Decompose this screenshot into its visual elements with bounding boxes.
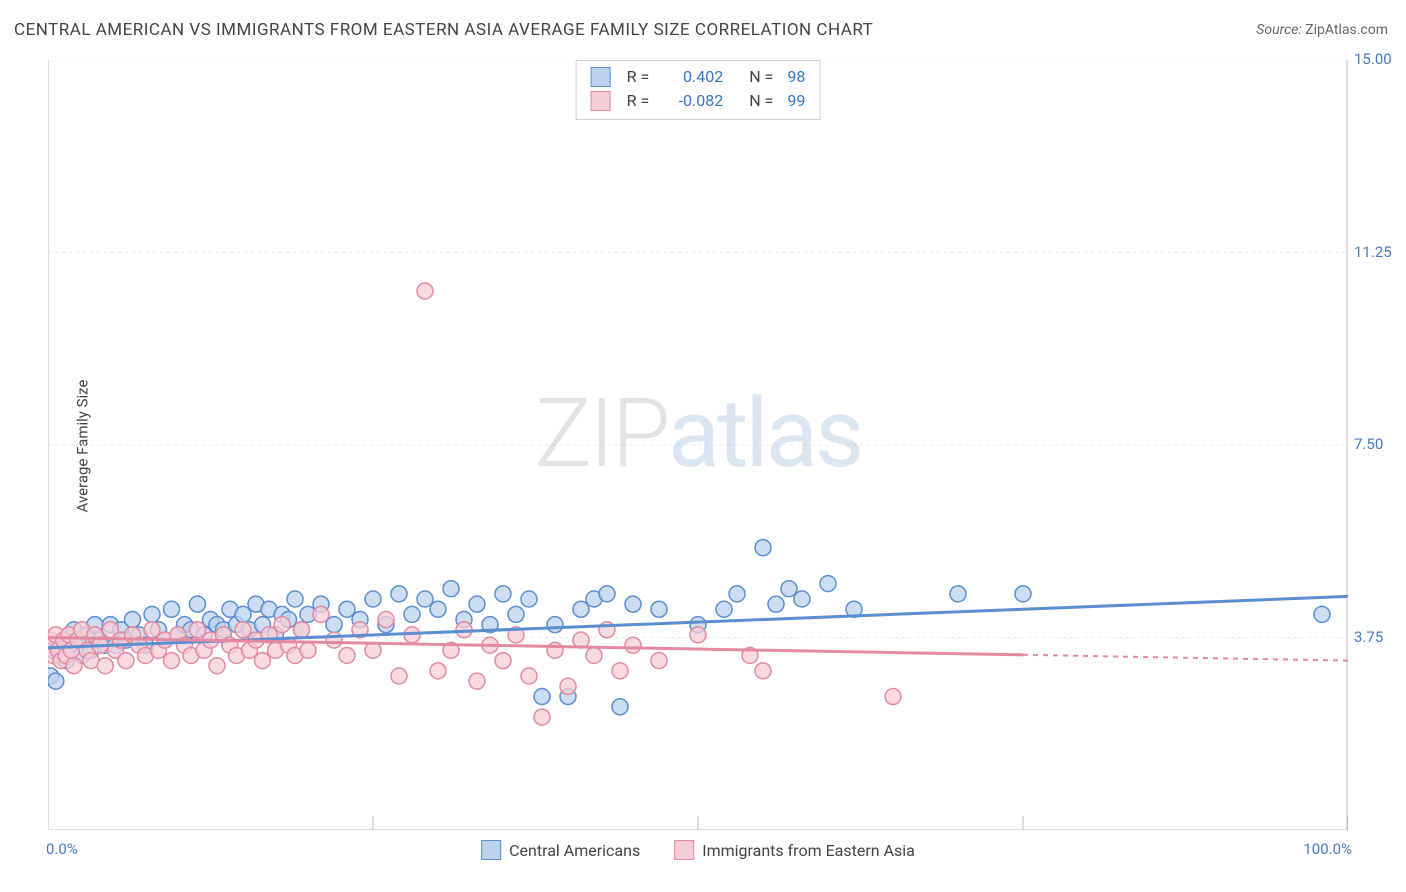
legend-label-2: Immigrants from Eastern Asia [702,841,915,860]
y-tick-label: 3.75 [1354,628,1398,646]
chart-area: ZIPatlas R = 0.402 N = 98 R = -0.082 N =… [48,60,1348,830]
correlation-row-2: R = -0.082 N = 99 [591,89,806,113]
y-tick-label: 11.25 [1354,243,1398,261]
correlation-legend: R = 0.402 N = 98 R = -0.082 N = 99 [576,60,821,120]
source-value: ZipAtlas.com [1305,22,1388,38]
y-tick-label: 7.50 [1354,435,1398,453]
legend-item-1: Central Americans [481,840,640,860]
n-label-2: N = [749,89,773,113]
source-label: Source: [1256,22,1301,38]
source-attribution: Source: ZipAtlas.com [1256,22,1388,38]
chart-title: CENTRAL AMERICAN VS IMMIGRANTS FROM EAST… [14,20,873,40]
r-label-1: R = [627,65,650,89]
n-value-2: 99 [787,89,805,113]
swatch-legend-1 [481,840,501,860]
n-value-1: 98 [787,65,805,89]
scatter-chart [48,60,1348,830]
r-value-1: 0.402 [663,65,723,89]
x-tick-label: 0.0% [46,840,78,858]
legend-item-2: Immigrants from Eastern Asia [674,840,915,860]
x-tick-label: 100.0% [1303,840,1352,858]
correlation-row-1: R = 0.402 N = 98 [591,65,806,89]
swatch-series-2 [591,91,611,111]
series-legend: Central Americans Immigrants from Easter… [481,840,915,860]
r-label-2: R = [627,89,650,113]
r-value-2: -0.082 [663,89,723,113]
n-label-1: N = [749,65,773,89]
swatch-legend-2 [674,840,694,860]
swatch-series-1 [591,67,611,87]
legend-label-1: Central Americans [509,841,640,860]
y-tick-label: 15.00 [1354,50,1398,68]
